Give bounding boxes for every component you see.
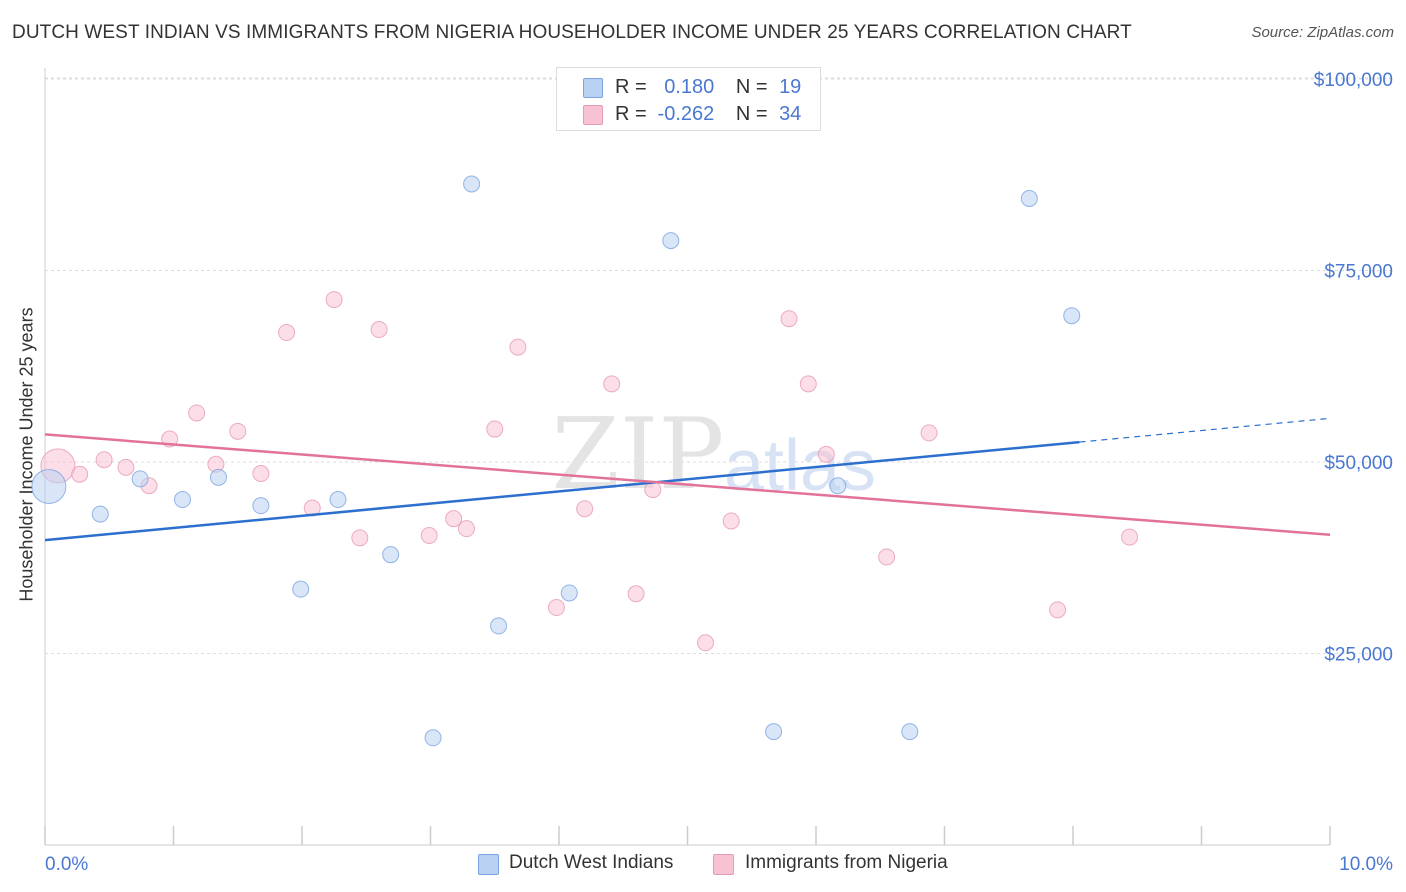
blue-point bbox=[91, 505, 109, 523]
pink-point bbox=[920, 424, 938, 442]
blue-n-value: 19 bbox=[779, 76, 802, 98]
pink-point bbox=[576, 500, 594, 518]
pink-point bbox=[603, 375, 621, 393]
y-tick-label: $25,000 bbox=[1324, 645, 1393, 666]
blue-point bbox=[901, 723, 919, 741]
pink-point bbox=[188, 404, 206, 422]
pink-point bbox=[722, 512, 740, 530]
r-label: R = bbox=[615, 76, 647, 98]
blue-point bbox=[1020, 189, 1038, 207]
bottom-legend-pink-swatch bbox=[713, 854, 734, 875]
pink-point bbox=[351, 529, 369, 547]
pink-r-value: -0.262 bbox=[657, 103, 715, 125]
x-tick-label: 10.0% bbox=[1339, 854, 1393, 875]
blue-point bbox=[424, 729, 442, 747]
pink-point bbox=[780, 310, 798, 328]
y-tick-label: $50,000 bbox=[1324, 453, 1393, 474]
blue-point bbox=[829, 477, 847, 495]
blue-point bbox=[31, 469, 67, 505]
blue-r-value: 0.180 bbox=[664, 76, 715, 98]
legend-row-pink: R = -0.262 N = 34 bbox=[615, 103, 801, 127]
blue-point bbox=[131, 470, 149, 488]
chart-title: DUTCH WEST INDIAN VS IMMIGRANTS FROM NIG… bbox=[12, 22, 1132, 43]
pink-point bbox=[878, 548, 896, 566]
pink-point bbox=[252, 464, 270, 482]
pink-point bbox=[817, 445, 835, 463]
blue-point bbox=[329, 491, 347, 509]
blue-point bbox=[173, 491, 191, 509]
pink-point bbox=[1049, 601, 1067, 619]
blue-swatch bbox=[583, 78, 603, 98]
blue-point bbox=[252, 497, 270, 515]
y-tick-label: $75,000 bbox=[1324, 262, 1393, 283]
pink-point bbox=[547, 599, 565, 617]
n-label: N = bbox=[735, 103, 768, 125]
bottom-legend-blue-label: Dutch West Indians bbox=[509, 852, 674, 873]
x-tick-label: 0.0% bbox=[45, 854, 88, 875]
pink-point bbox=[696, 634, 714, 652]
blue-point bbox=[292, 580, 310, 598]
blue-point bbox=[382, 546, 400, 564]
pink-trend-line bbox=[44, 433, 1331, 537]
bottom-legend-blue-swatch bbox=[478, 854, 499, 875]
pink-point bbox=[71, 465, 89, 483]
blue-point bbox=[209, 468, 227, 486]
pink-point bbox=[1121, 528, 1139, 546]
pink-point bbox=[95, 451, 113, 469]
pink-point bbox=[117, 458, 135, 476]
pink-n-value: 34 bbox=[779, 103, 802, 125]
pink-swatch bbox=[583, 105, 603, 125]
blue-point bbox=[490, 617, 508, 635]
r-label: R = bbox=[615, 103, 647, 125]
blue-point bbox=[463, 175, 481, 193]
legend-row-blue: R = 0.180 N = 19 bbox=[615, 76, 801, 100]
watermark-zip: ZIP bbox=[552, 398, 725, 512]
pink-point bbox=[420, 527, 438, 545]
pink-point bbox=[457, 520, 475, 538]
y-tick-label: $100,000 bbox=[1314, 70, 1393, 91]
bottom-legend-pink-label: Immigrants from Nigeria bbox=[745, 852, 948, 873]
source-label: Source: ZipAtlas.com bbox=[1251, 24, 1394, 41]
blue-point bbox=[1063, 307, 1081, 325]
pink-point bbox=[486, 420, 504, 438]
pink-point bbox=[278, 324, 296, 342]
pink-point bbox=[229, 422, 247, 440]
pink-point bbox=[370, 320, 388, 338]
blue-trend-extension bbox=[1079, 417, 1331, 443]
blue-point bbox=[765, 723, 783, 741]
blue-trend-line bbox=[44, 440, 1080, 542]
blue-point bbox=[560, 584, 578, 602]
correlation-legend: R = 0.180 N = 19 R = -0.262 N = 34 bbox=[556, 67, 821, 131]
pink-point bbox=[445, 510, 463, 528]
pink-point bbox=[799, 375, 817, 393]
pink-point bbox=[325, 291, 343, 309]
pink-point bbox=[627, 585, 645, 603]
pink-point bbox=[509, 338, 527, 356]
blue-point bbox=[662, 232, 680, 250]
n-label: N = bbox=[735, 76, 768, 98]
